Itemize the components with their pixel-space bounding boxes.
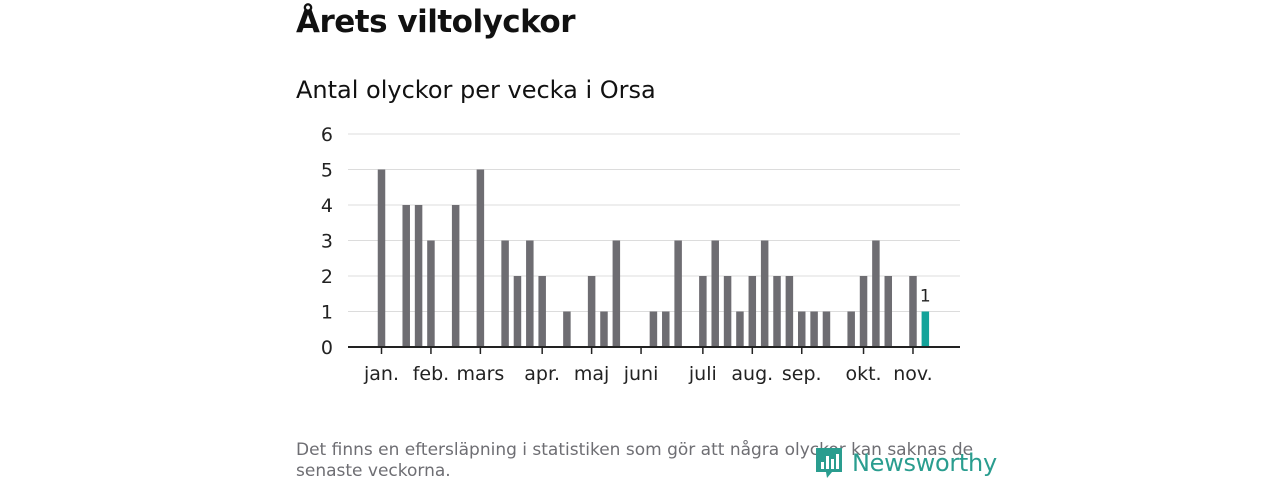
data-label: 1 [920,287,931,307]
bar [859,276,868,347]
x-tick-label: mars [456,363,504,385]
bar [748,276,757,347]
x-tick-label: juli [688,363,717,385]
bar [451,205,460,347]
bar [909,276,917,347]
x-tick-label: nov. [893,363,932,385]
newsworthy-logo-icon [816,448,842,478]
bar [674,240,682,347]
y-tick-label: 1 [321,302,333,324]
y-tick-label: 0 [321,337,333,359]
x-tick-label: juni [623,363,659,385]
bar [785,276,794,347]
bar [587,276,596,347]
bar [600,311,608,347]
bar [847,311,855,347]
x-tick-label: apr. [524,363,560,385]
bar [723,276,732,347]
bar [538,276,546,347]
brand-name: Newsworthy [852,449,997,477]
y-tick-label: 6 [321,124,333,146]
bar [662,311,670,347]
bar [810,311,818,347]
bar [612,240,621,347]
bar [377,169,386,347]
bar-chart: 0 1 2 3 4 5 6 1 jan. feb. mars apr. maj juni juli aug. s… [321,124,960,385]
x-tick-label: sep. [782,363,822,385]
bar [736,311,744,347]
bar [402,205,410,347]
bar [699,276,707,347]
highlight-bar [921,311,930,347]
bar [773,276,781,347]
y-tick-label: 2 [321,266,333,288]
brand-logo: Newsworthy [814,446,997,480]
y-tick-label: 3 [321,231,333,253]
x-tick-label: aug. [731,363,773,385]
bar [797,311,806,347]
x-tick-label: feb. [413,363,449,385]
y-tick-label: 4 [321,195,333,217]
chart-title: Årets viltolyckor [296,4,576,40]
bar [872,240,880,347]
bar [526,240,534,347]
bar [711,240,719,347]
bar [427,240,435,347]
bar [563,311,571,347]
x-tick-label: maj [574,363,609,385]
x-tick-label: okt. [845,363,881,385]
chart-subtitle: Antal olyckor per vecka i Orsa [296,76,656,104]
x-tick-label: jan. [363,363,399,385]
y-tick-label: 5 [321,160,333,182]
bar [649,311,658,347]
bar [476,169,485,347]
footnote: Det finns en eftersläpning i statistiken… [296,440,974,481]
bar [884,276,893,347]
bar [760,240,769,347]
bar [822,311,831,347]
bar [513,276,522,347]
bar [501,240,509,347]
bar [414,205,423,347]
